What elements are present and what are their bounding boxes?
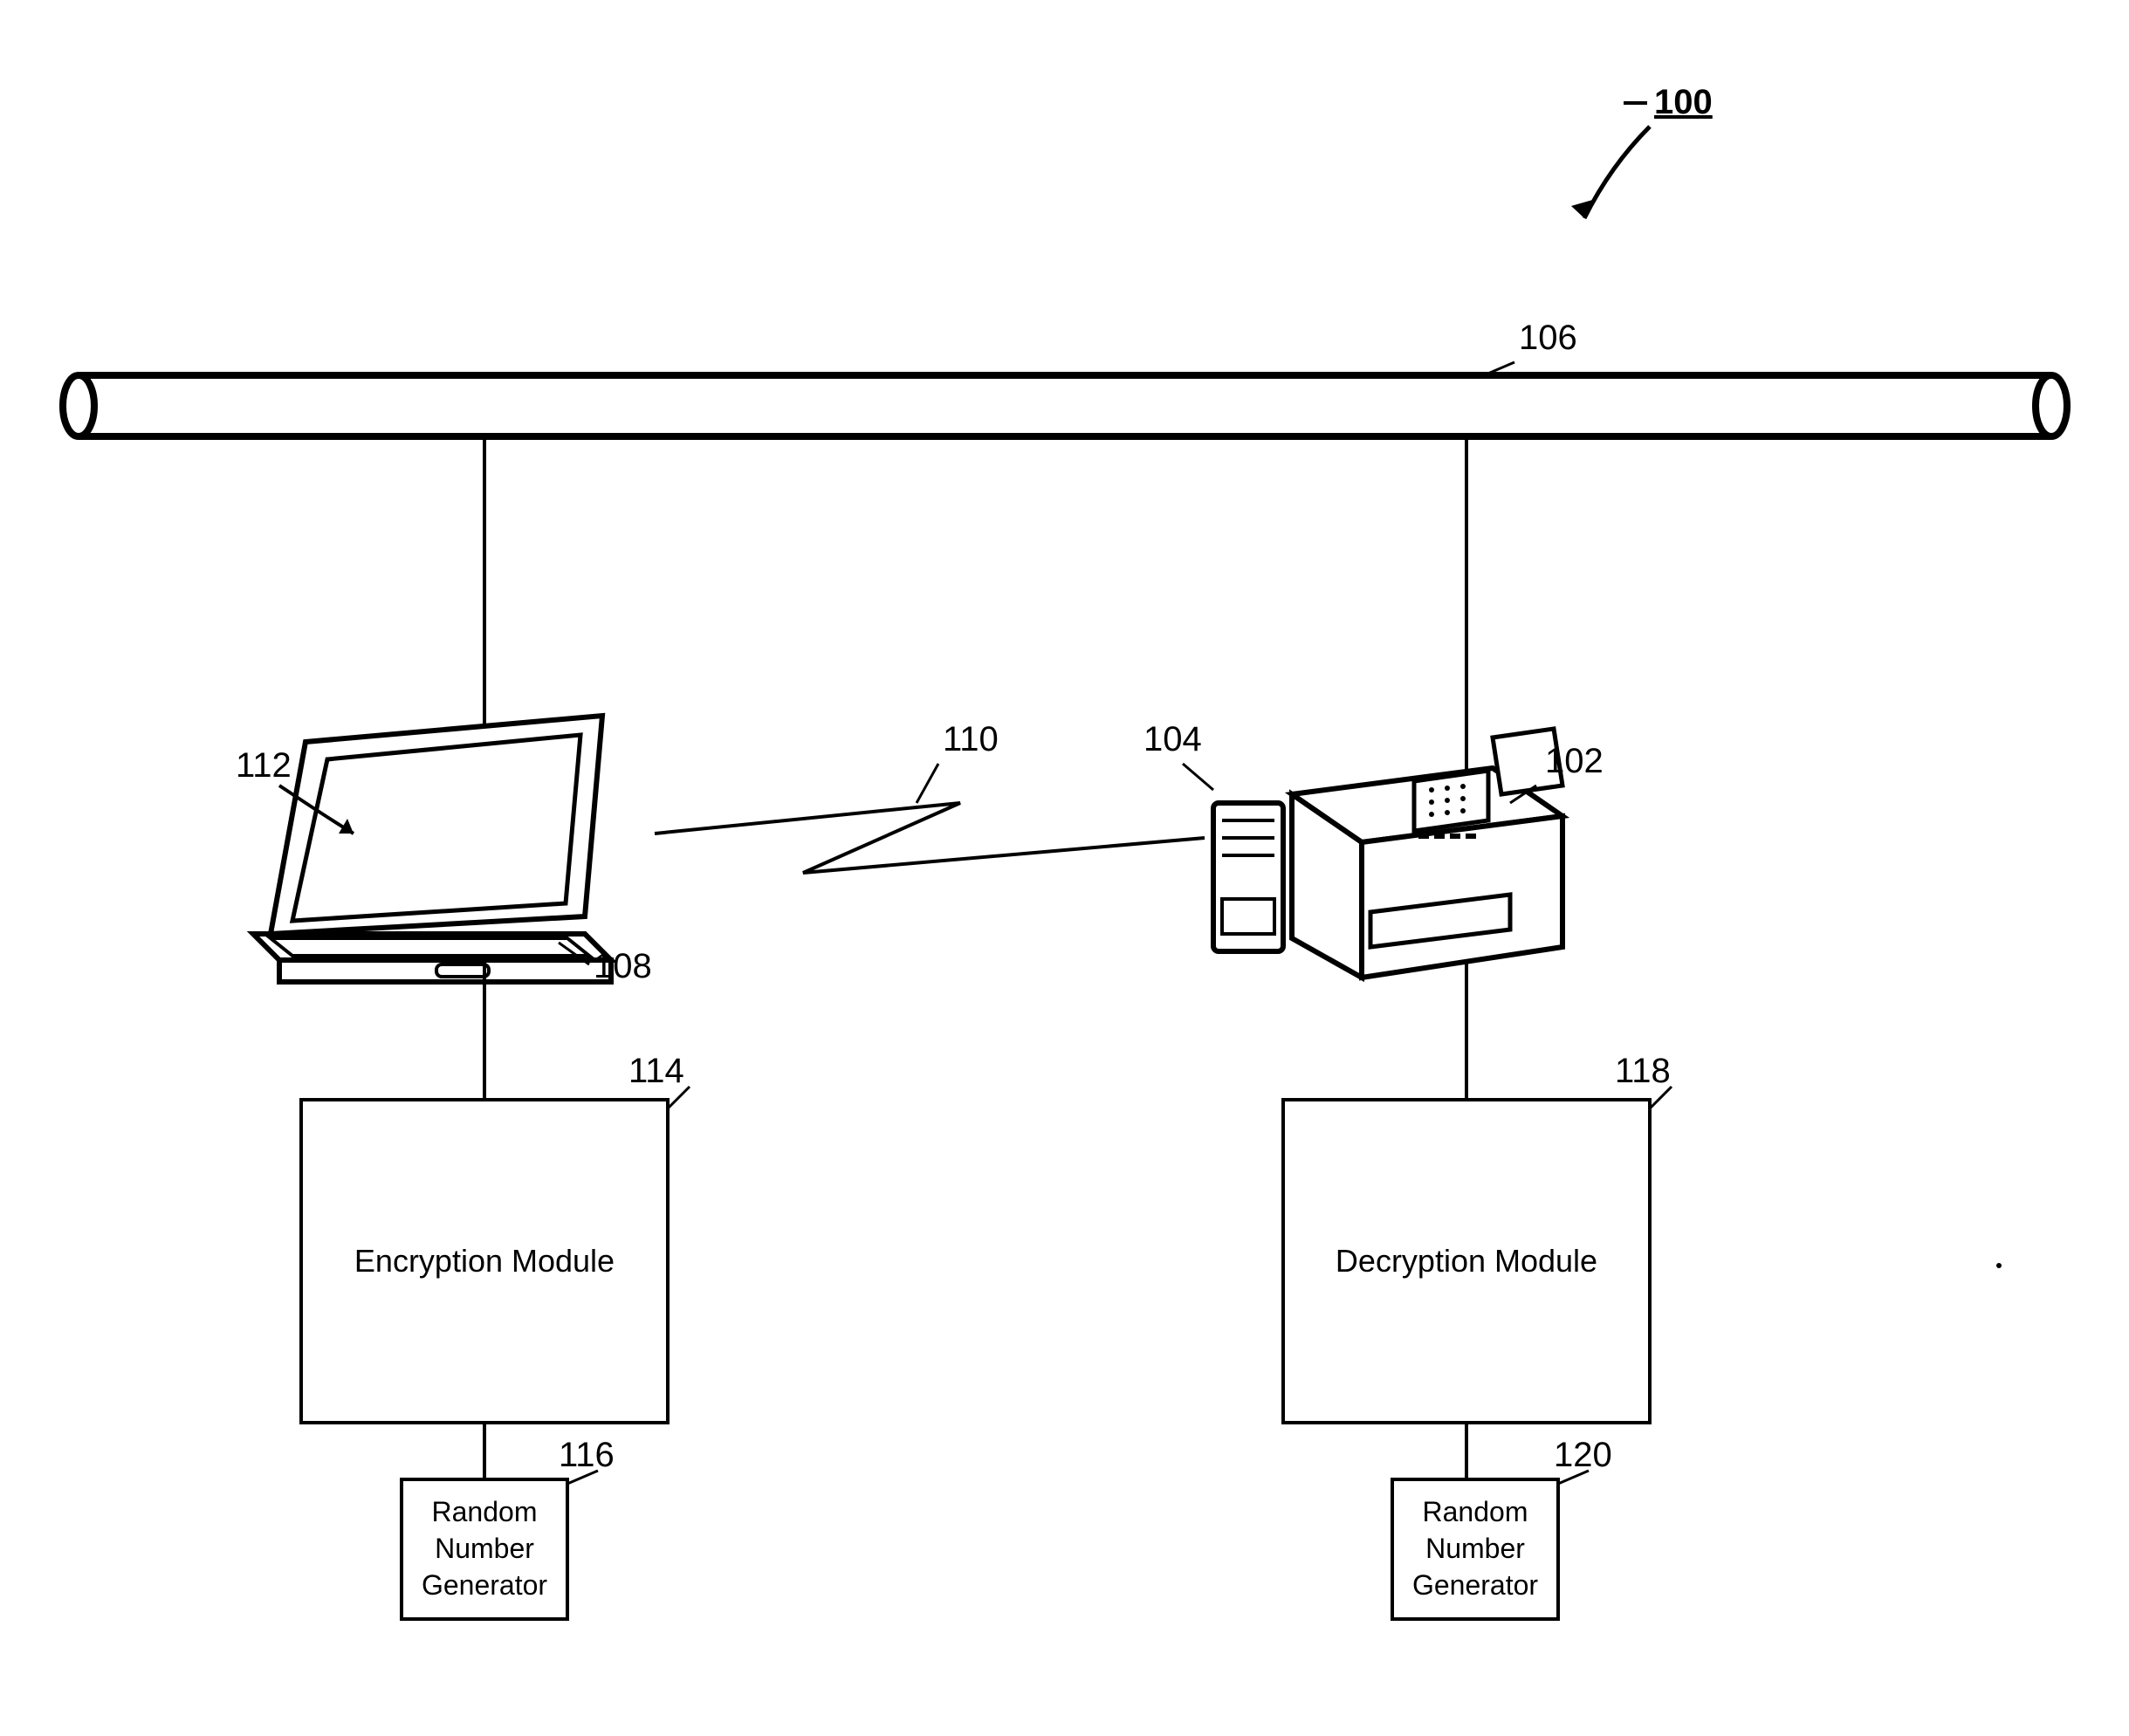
- dec-rng-label: Generator: [1412, 1569, 1538, 1601]
- refnum-110: 110: [943, 720, 999, 758]
- bus-cap-left: [63, 375, 94, 436]
- system-arrow: [1584, 127, 1650, 218]
- refnum-108: 108: [594, 947, 652, 985]
- enc-rng-label: Random: [432, 1496, 538, 1527]
- leader-104: [1183, 764, 1213, 790]
- enc-rng-label: Number: [435, 1533, 534, 1564]
- dec-rng-label: Random: [1423, 1496, 1528, 1527]
- refnum-116: 116: [559, 1436, 615, 1474]
- refnum-120: 120: [1554, 1436, 1612, 1474]
- refnum-118: 118: [1615, 1052, 1671, 1090]
- refnum-114: 114: [628, 1052, 684, 1090]
- refnum-112: 112: [236, 746, 292, 785]
- leader-110: [917, 764, 938, 803]
- encryption-module-label: Encryption Module: [354, 1243, 615, 1279]
- artifact-dot: [1996, 1263, 2002, 1268]
- decryption-module-label: Decryption Module: [1336, 1243, 1597, 1279]
- laptop-icon: [253, 716, 611, 982]
- bus-cap-right: [2036, 375, 2067, 436]
- refnum-106: 106: [1519, 319, 1577, 357]
- printer-control-panel: [1414, 771, 1488, 831]
- printer-server-icon: [1213, 729, 1562, 978]
- system-arrow-head: [1571, 199, 1596, 218]
- laptop-screen: [292, 735, 580, 921]
- refnum-104: 104: [1143, 720, 1202, 758]
- wireless-link: [655, 803, 1205, 873]
- refnum-100: 100: [1654, 83, 1713, 121]
- enc-rng-label: Generator: [422, 1569, 547, 1601]
- dec-rng-label: Number: [1425, 1533, 1525, 1564]
- refnum-102: 102: [1545, 742, 1604, 780]
